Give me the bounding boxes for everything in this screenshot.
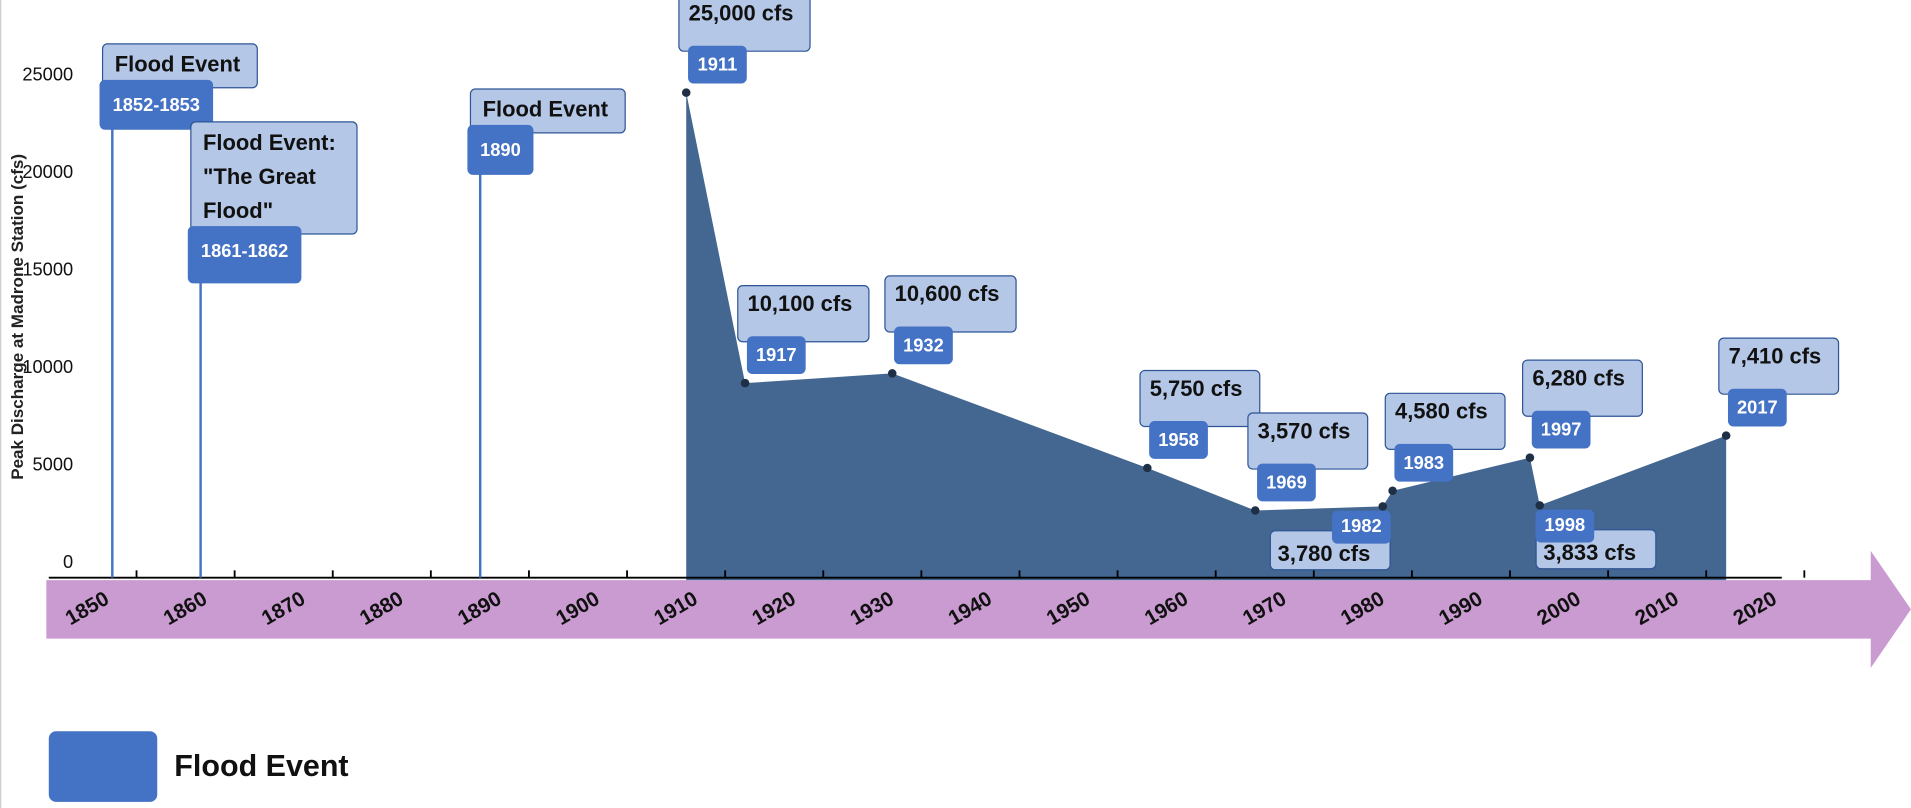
event-text: Flood Event xyxy=(483,97,609,122)
year-box xyxy=(746,336,806,375)
event-text-line: Flood Event: xyxy=(203,130,336,155)
event-year-box xyxy=(99,79,214,130)
point xyxy=(681,88,691,97)
year-box xyxy=(1535,509,1595,543)
value-label: 7,410 cfs xyxy=(1729,343,1822,368)
y-tick-label: 15000 xyxy=(22,258,73,279)
year-label: 1958 xyxy=(1158,429,1199,450)
point xyxy=(1535,501,1545,510)
value-label: 10,600 cfs xyxy=(895,281,1000,306)
point xyxy=(1525,453,1535,462)
value-label: 5,750 cfs xyxy=(1150,376,1243,401)
event-year: 1861-1862 xyxy=(201,240,288,261)
area xyxy=(686,92,1727,581)
year-box xyxy=(1531,410,1591,449)
year-label: 1932 xyxy=(903,334,944,355)
event-year-box xyxy=(467,124,534,175)
event-year-box xyxy=(187,226,302,284)
event-text-line: Flood" xyxy=(203,198,273,223)
value-label: 25,000 cfs xyxy=(689,0,794,25)
year-label: 1982 xyxy=(1341,515,1382,536)
year-box xyxy=(1394,443,1454,482)
point xyxy=(1378,502,1388,511)
y-tick-label: 0 xyxy=(63,551,73,572)
year-label: 2017 xyxy=(1737,397,1778,418)
year-label: 1997 xyxy=(1541,419,1582,440)
legend-label: Flood Event xyxy=(174,749,348,783)
point xyxy=(740,378,750,388)
year-label: 1911 xyxy=(698,54,738,75)
point xyxy=(1143,463,1152,473)
value-label: 3,833 cfs xyxy=(1543,540,1636,565)
point xyxy=(1250,506,1260,515)
year-label: 1983 xyxy=(1403,452,1444,473)
year-box xyxy=(894,326,953,365)
point xyxy=(1388,486,1397,496)
value-label: 6,280 cfs xyxy=(1532,365,1625,390)
value-label: 3,570 cfs xyxy=(1258,418,1351,443)
value-label: 3,780 cfs xyxy=(1278,541,1371,566)
legend-swatch xyxy=(48,731,158,802)
point xyxy=(1721,431,1731,440)
value-label: 4,580 cfs xyxy=(1395,399,1488,424)
year-box xyxy=(688,45,747,84)
year-box xyxy=(1149,421,1208,459)
event-text-box xyxy=(469,88,626,134)
value-label: 10,100 cfs xyxy=(748,291,853,316)
year-box xyxy=(1257,463,1316,502)
event-year: 1890 xyxy=(480,139,521,160)
year-box xyxy=(1331,510,1391,544)
event-year: 1852-1853 xyxy=(113,94,200,115)
y-tick-label: 25000 xyxy=(22,63,73,84)
y-tick-label: 20000 xyxy=(22,161,73,182)
year-box xyxy=(1727,388,1787,427)
y-axis-title: Peak Discharge at Madrone Station (cfs) xyxy=(8,154,27,480)
event-text-line: "The Great xyxy=(203,164,316,189)
point xyxy=(887,369,897,378)
year-label: 1998 xyxy=(1545,514,1586,535)
year-label: 1969 xyxy=(1266,472,1307,493)
event-text: Flood Event: "The Great Flood" xyxy=(203,130,336,223)
y-tick-label: 5000 xyxy=(33,453,74,474)
year-label: 1917 xyxy=(756,344,797,365)
y-tick-label: 10000 xyxy=(22,356,73,377)
event-text: Flood Event xyxy=(115,52,241,77)
